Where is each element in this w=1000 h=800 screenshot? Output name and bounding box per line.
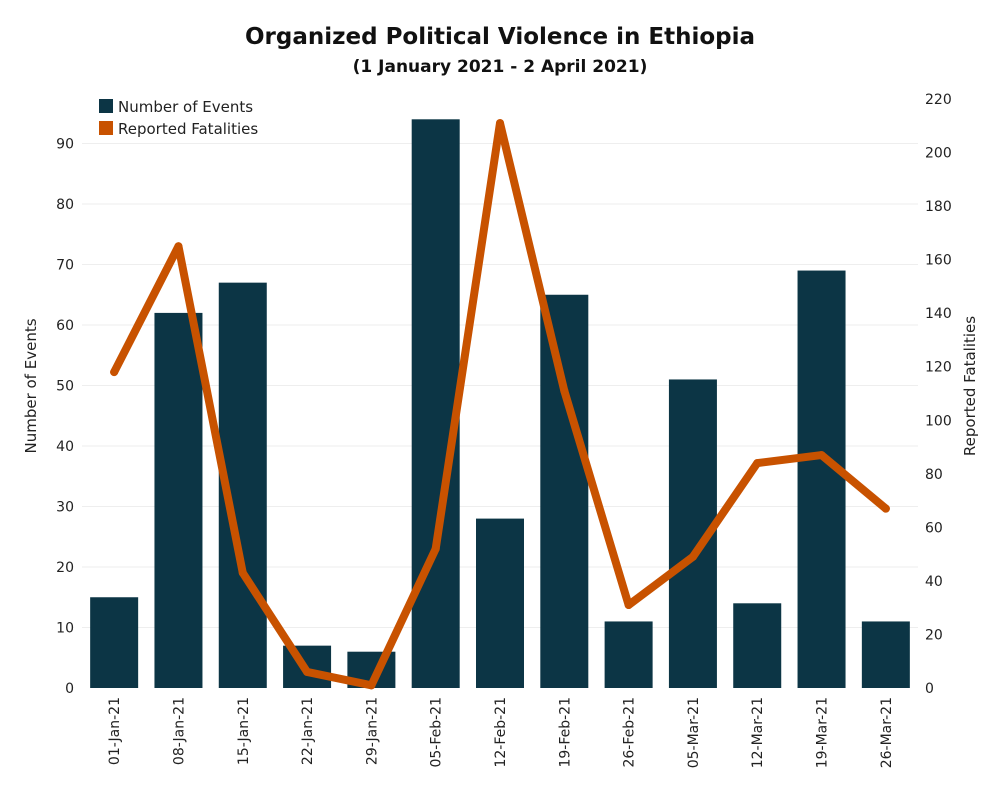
legend: Number of Events Reported Fatalities bbox=[99, 98, 258, 138]
line-point bbox=[753, 459, 762, 468]
y-axis-title-right: Reported Fatalities bbox=[961, 316, 979, 456]
y-tick-right: 40 bbox=[925, 574, 943, 590]
y-tick-right: 220 bbox=[925, 92, 952, 108]
tick-layer: 0 10 20 30 40 50 60 70 80 90 0 20 40 60 80 100 120 140 160… bbox=[56, 92, 952, 768]
y-tick-left: 80 bbox=[56, 197, 74, 213]
y-tick-left: 30 bbox=[56, 500, 74, 516]
line-point bbox=[624, 601, 633, 610]
line-point bbox=[303, 667, 312, 676]
y-tick-left: 50 bbox=[56, 379, 74, 395]
x-tick-label: 05-Mar-21 bbox=[686, 697, 702, 768]
y-tick-right: 200 bbox=[925, 146, 952, 162]
y-tick-left: 60 bbox=[56, 318, 74, 334]
x-tick-label: 26-Feb-21 bbox=[622, 697, 638, 768]
y-tick-right: 100 bbox=[925, 413, 952, 429]
bar bbox=[411, 119, 460, 689]
y-tick-left: 70 bbox=[56, 258, 74, 274]
bar bbox=[154, 312, 203, 688]
x-tick-label: 29-Jan-21 bbox=[364, 697, 380, 765]
y-tick-right: 160 bbox=[925, 253, 952, 269]
legend-swatch-fatalities bbox=[99, 121, 113, 135]
line-point bbox=[174, 242, 183, 251]
bar bbox=[604, 621, 653, 688]
line-point bbox=[560, 386, 569, 395]
line-point bbox=[110, 368, 119, 377]
y-tick-left: 10 bbox=[56, 621, 74, 637]
y-tick-right: 60 bbox=[925, 520, 943, 536]
x-tick-label: 22-Jan-21 bbox=[300, 697, 316, 765]
y-tick-left: 90 bbox=[56, 137, 74, 153]
x-tick-label: 19-Feb-21 bbox=[557, 697, 573, 768]
y-tick-right: 0 bbox=[925, 681, 934, 697]
line-point bbox=[817, 451, 826, 460]
bar bbox=[797, 270, 846, 688]
x-tick-label: 12-Feb-21 bbox=[493, 697, 509, 768]
line-point bbox=[238, 568, 247, 577]
bar bbox=[861, 621, 910, 688]
chart-title: Organized Political Violence in Ethiopia bbox=[245, 24, 755, 50]
bar bbox=[540, 294, 589, 688]
legend-label-events: Number of Events bbox=[118, 98, 253, 116]
x-tick-label: 19-Mar-21 bbox=[815, 697, 831, 768]
legend-swatch-events bbox=[99, 99, 113, 113]
line-point bbox=[881, 504, 890, 513]
y-tick-right: 140 bbox=[925, 306, 952, 322]
y-tick-left: 40 bbox=[56, 439, 74, 455]
x-tick-label: 26-Mar-21 bbox=[879, 697, 895, 768]
x-tick-label: 01-Jan-21 bbox=[107, 697, 123, 765]
y-tick-right: 80 bbox=[925, 467, 943, 483]
x-tick-label: 05-Feb-21 bbox=[429, 697, 445, 768]
y-tick-left: 20 bbox=[56, 560, 74, 576]
line-point bbox=[431, 544, 440, 553]
x-tick-label: 08-Jan-21 bbox=[171, 697, 187, 765]
bar bbox=[90, 597, 139, 688]
y-tick-left: 0 bbox=[65, 681, 74, 697]
bar bbox=[476, 518, 524, 688]
line-point bbox=[367, 681, 376, 690]
bar bbox=[733, 603, 782, 688]
y-axis-title-left: Number of Events bbox=[22, 318, 40, 453]
y-tick-right: 20 bbox=[925, 627, 943, 643]
line-point bbox=[688, 552, 697, 561]
x-tick-label: 15-Jan-21 bbox=[236, 697, 252, 765]
line-series bbox=[110, 119, 890, 690]
legend-label-fatalities: Reported Fatalities bbox=[118, 120, 258, 138]
chart-subtitle: (1 January 2021 - 2 April 2021) bbox=[353, 57, 648, 77]
line-point bbox=[496, 119, 504, 128]
y-tick-right: 180 bbox=[925, 199, 952, 215]
x-tick-label: 12-Mar-21 bbox=[750, 697, 766, 768]
y-tick-right: 120 bbox=[925, 360, 952, 376]
